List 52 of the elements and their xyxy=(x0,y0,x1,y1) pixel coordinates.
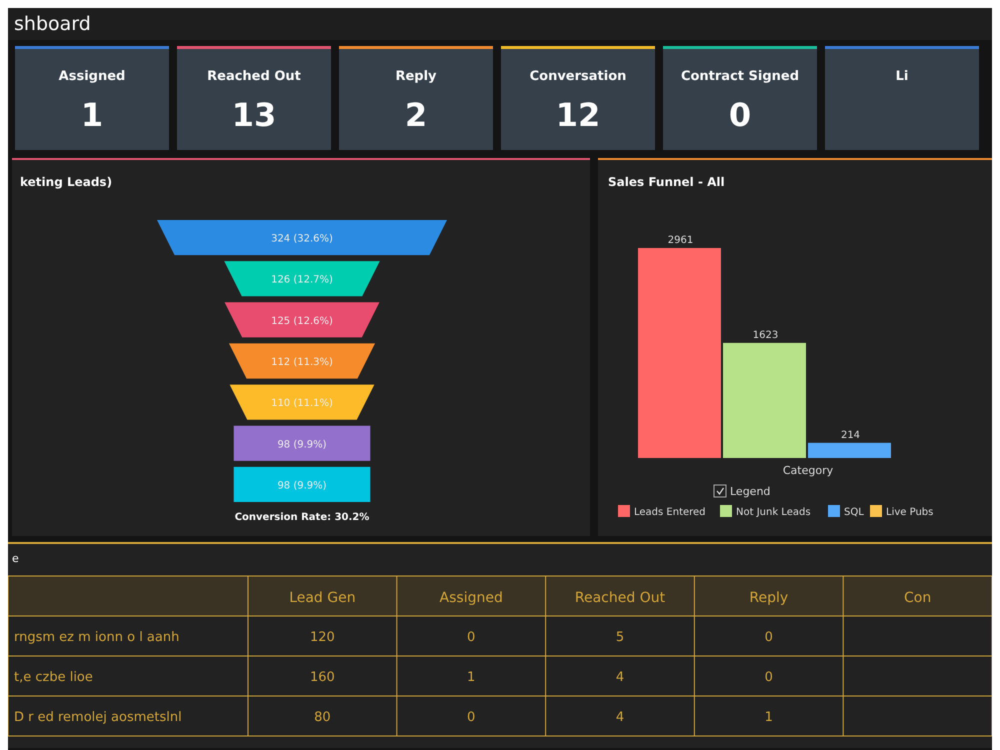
data-label: 160 xyxy=(310,670,335,685)
text: shboard xyxy=(14,13,91,35)
data-label: 4 xyxy=(616,710,624,725)
text: keting Leads) xyxy=(20,175,112,189)
data-label: 214 xyxy=(840,430,860,441)
text: Conversation xyxy=(530,69,626,84)
data-label: 0 xyxy=(467,630,476,645)
chart-title: Sales Funnel - All xyxy=(608,175,725,189)
data-label: 126 (12.7%) xyxy=(271,274,334,286)
data-label: 125 (12.6%) xyxy=(271,316,334,327)
data-label: 1 xyxy=(764,710,773,725)
text: 13 xyxy=(232,96,276,134)
x-tick-label: Reached Out xyxy=(574,590,666,606)
data-label: 1623 xyxy=(752,330,778,341)
y-tick-label: rngsm ez m ionn o l aanh xyxy=(14,630,180,645)
text: 0 xyxy=(728,96,752,134)
data-label: 5 xyxy=(616,630,624,645)
text: Contract Signed xyxy=(680,69,800,84)
text: 12 xyxy=(556,96,600,134)
x-tick-label: Assigned xyxy=(440,590,503,606)
legend-label: Live Pubs xyxy=(886,507,934,518)
x-tick-label: Reply xyxy=(749,590,788,606)
text: e xyxy=(12,552,19,565)
data-label: 120 xyxy=(310,630,335,645)
legend-label: Not Junk Leads xyxy=(736,507,811,518)
legend-label: SQL xyxy=(844,507,864,518)
y-tick-label: t,e czbe lioe xyxy=(14,670,93,685)
data-label: 112 (11.3%) xyxy=(271,357,334,368)
data-label: 4 xyxy=(616,670,624,685)
data-label: 80 xyxy=(314,710,331,725)
text: Assigned xyxy=(58,69,126,84)
data-label: 98 (9.9%) xyxy=(277,439,327,450)
data-label: 0 xyxy=(764,630,773,645)
data-label: 110 (11.1%) xyxy=(271,398,334,410)
text: Reached Out xyxy=(207,69,301,84)
text: 2 xyxy=(404,96,428,134)
data-label: 324 (32.6%) xyxy=(271,234,334,245)
text: 1 xyxy=(80,96,104,134)
legend-label: Leads Entered xyxy=(634,507,706,518)
legend-title: Legend xyxy=(730,485,770,498)
x-tick-label: Lead Gen xyxy=(289,590,356,606)
text: Reply xyxy=(395,69,438,84)
data-label: 2961 xyxy=(668,235,694,246)
data-label: 0 xyxy=(764,670,773,685)
text: Li xyxy=(896,69,908,84)
text: Conversion Rate: 30.2% xyxy=(234,512,370,523)
data-label: 98 (9.9%) xyxy=(277,480,327,492)
x-tick-label: Con xyxy=(904,590,932,606)
x-axis-title: Category xyxy=(782,464,834,477)
data-label: 0 xyxy=(467,710,476,725)
data-label: 1 xyxy=(467,670,476,685)
y-tick-label: D r ed remolej aosmetslnl xyxy=(14,710,182,725)
